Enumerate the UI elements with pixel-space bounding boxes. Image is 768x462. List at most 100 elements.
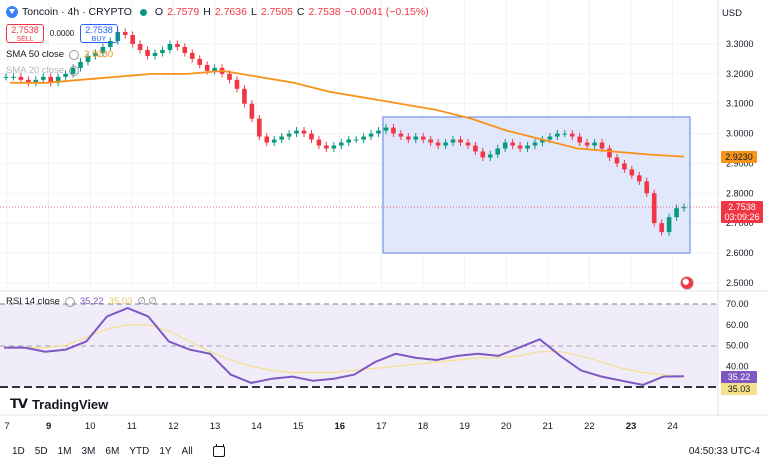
- candle-body: [361, 136, 366, 140]
- candle-body: [368, 133, 374, 137]
- candle-body: [525, 145, 530, 149]
- candle-body: [547, 136, 553, 140]
- candle-body: [316, 139, 322, 146]
- price-tick: 2.7000: [726, 218, 754, 228]
- candle-body: [614, 157, 620, 164]
- price-range-box[interactable]: [382, 116, 691, 254]
- candle-body: [644, 181, 650, 194]
- candle-body: [450, 139, 456, 143]
- time-tick: 7: [4, 421, 9, 432]
- rsi-badge: [721, 371, 757, 383]
- candle-body: [681, 207, 687, 209]
- sma50-badge-text: 2.9230: [725, 152, 753, 162]
- tv-logo-icon: 𝗧𝗩: [10, 396, 28, 411]
- time-tick: 22: [584, 421, 595, 432]
- hidden-eye-icon[interactable]: [69, 65, 80, 76]
- time-tick: 24: [667, 421, 678, 432]
- rsi-tick: 60.00: [726, 320, 749, 330]
- candle-body: [592, 142, 597, 146]
- candle-body: [286, 133, 292, 137]
- time-tick: 18: [418, 421, 429, 432]
- candle-body: [666, 217, 672, 233]
- candle-body: [376, 130, 381, 134]
- candle-body: [532, 142, 538, 146]
- rsi-legend[interactable]: RSI 14 close 35.22 35.03 ∅ ∅: [6, 296, 157, 307]
- candle-body: [257, 118, 262, 137]
- range-button[interactable]: 3M: [81, 445, 96, 457]
- time-tick: 14: [251, 421, 262, 432]
- candle-body: [465, 142, 471, 146]
- range-button[interactable]: 6M: [105, 445, 120, 457]
- market-status-icon[interactable]: [139, 8, 147, 16]
- time-tick: 9: [46, 421, 51, 432]
- candle-body: [48, 76, 54, 83]
- candle-body: [301, 130, 307, 134]
- range-button[interactable]: YTD: [129, 445, 150, 457]
- rsi-ma-value: 35.03: [108, 296, 133, 307]
- price-tick: 3.0000: [726, 129, 754, 139]
- range-buttons: 1D 5D 1M 3M 6M YTD 1Y All: [12, 446, 193, 457]
- candle-body: [346, 139, 352, 143]
- candle-body: [26, 79, 31, 83]
- time-tick: 23: [626, 421, 637, 432]
- range-button[interactable]: 5D: [34, 445, 48, 457]
- candle-body: [562, 133, 568, 135]
- candle-body: [391, 127, 396, 134]
- low-value: 2.7505: [260, 6, 293, 18]
- rsi-value: 35.22: [79, 296, 104, 307]
- candle-body: [234, 79, 240, 89]
- close-label: C: [296, 6, 305, 18]
- price-badge-text: 2.7538: [728, 202, 756, 212]
- time-tick: 12: [168, 421, 179, 432]
- range-button[interactable]: All: [181, 445, 193, 457]
- candle-body: [495, 148, 501, 155]
- high-label: H: [203, 6, 211, 18]
- calendar-icon[interactable]: [212, 443, 225, 457]
- price-tick: 2.9000: [726, 158, 754, 168]
- open-value: 2.7579: [167, 6, 200, 18]
- range-button[interactable]: 1M: [57, 445, 72, 457]
- rsi-settings-icon[interactable]: [64, 296, 75, 307]
- time-tick: 17: [376, 421, 387, 432]
- time-axis[interactable]: 7 9 10 11 12 13 14 15 16 17 18 19 20 21 22 23 24: [4, 421, 678, 432]
- sma20-legend[interactable]: SMA 20 close: [6, 65, 80, 76]
- candle-body: [383, 127, 389, 131]
- price-tick: 3.2000: [726, 69, 754, 79]
- symbol-title[interactable]: Toncoin · 4h · CRYPTO: [22, 6, 132, 18]
- candle-body: [152, 52, 158, 56]
- candle-body: [420, 136, 426, 140]
- candle-body: [55, 76, 61, 83]
- candle-body: [3, 76, 9, 78]
- rsi-badge-text: 35.22: [728, 372, 751, 382]
- candle-body: [145, 49, 150, 56]
- candle-body: [100, 46, 106, 53]
- candle-body: [324, 145, 329, 149]
- candle-body: [264, 136, 270, 143]
- candle-body: [63, 73, 68, 77]
- currency-label[interactable]: USD: [721, 8, 742, 19]
- buy-price: 2.7538: [85, 25, 113, 35]
- settings-icon[interactable]: [69, 49, 80, 60]
- buy-button[interactable]: 2.7538 BUY: [80, 24, 118, 43]
- candle-body: [189, 52, 195, 59]
- sma50-legend[interactable]: SMA 50 close 2.9230: [6, 49, 113, 60]
- candle-body: [40, 76, 46, 80]
- sell-button[interactable]: 2.7538 SELL: [6, 24, 44, 43]
- rsi-ma-badge-text: 35.03: [728, 384, 751, 394]
- flag-icon[interactable]: [680, 276, 694, 290]
- trade-widget: 2.7538 SELL 0.0000 2.7538 BUY: [6, 24, 118, 43]
- change-value: −0.0041 (−0.15%): [344, 6, 429, 18]
- clock[interactable]: 04:50:33 UTC-4: [688, 445, 760, 457]
- tradingview-logo[interactable]: 𝗧𝗩 TradingView: [10, 396, 108, 412]
- range-button[interactable]: 1D: [12, 445, 25, 457]
- candle-body: [175, 44, 180, 47]
- candle-body: [674, 208, 679, 218]
- candle-body: [338, 142, 344, 146]
- candle-body: [137, 44, 143, 50]
- spread-value: 0.0000: [49, 29, 75, 38]
- price-axis[interactable]: 3.3000 3.2000 3.1000 3.0000 2.9000 2.8000 2.70…: [726, 39, 754, 288]
- candle-body: [78, 61, 83, 68]
- range-button[interactable]: 1Y: [159, 445, 172, 457]
